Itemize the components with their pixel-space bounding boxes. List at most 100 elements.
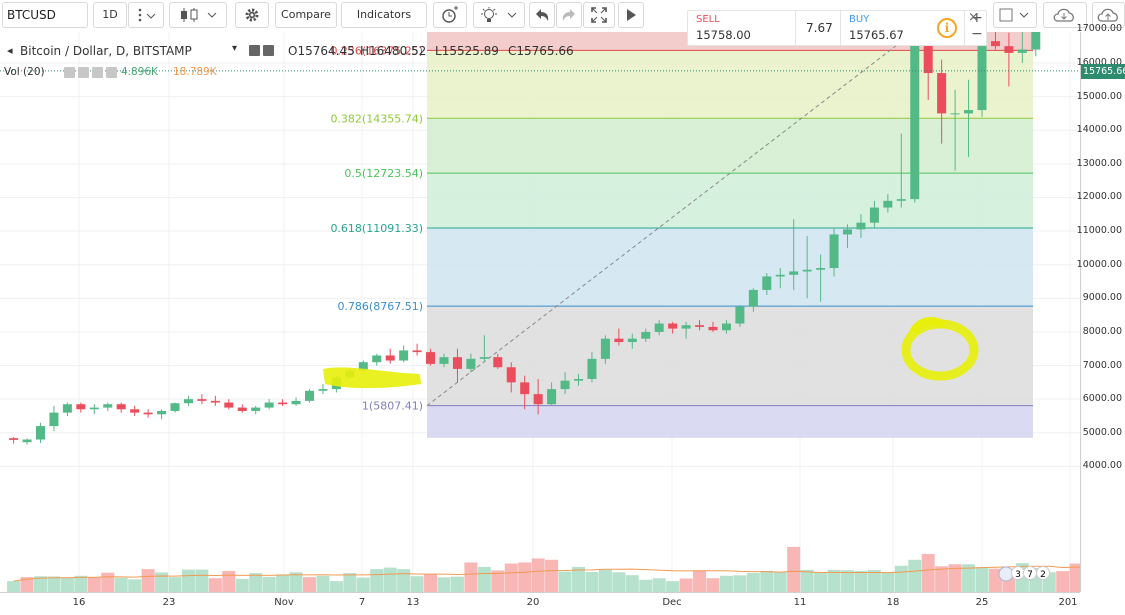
volume-bar bbox=[881, 572, 895, 592]
volume-bar bbox=[962, 564, 976, 592]
price-axis-label: 14000.00 bbox=[1076, 124, 1122, 136]
time-axis[interactable]: 16 23 Nov 7 13 20 Dec 11 18 25 201 bbox=[0, 592, 1080, 615]
volume-bar bbox=[800, 569, 814, 592]
candle-body bbox=[264, 402, 274, 408]
interval-menu-button[interactable] bbox=[128, 2, 164, 28]
time-axis-label: 11 bbox=[793, 597, 807, 608]
fib-level-label: 0.382(14355.74) bbox=[330, 112, 423, 125]
candle-body bbox=[452, 357, 462, 369]
candle-body bbox=[62, 404, 72, 413]
trade-zoom-controls: + − bbox=[964, 10, 986, 45]
replay-button[interactable] bbox=[618, 2, 644, 28]
volume-bar bbox=[921, 554, 935, 592]
candle-body bbox=[103, 404, 113, 408]
volume-bar bbox=[693, 570, 707, 592]
sell-label: SELL bbox=[696, 14, 720, 25]
sell-button[interactable]: SELL 15758.00 bbox=[688, 11, 796, 45]
open-value: 15764.45 bbox=[297, 44, 355, 58]
series-eye-icon[interactable] bbox=[249, 45, 260, 56]
candle-body bbox=[76, 404, 86, 410]
candle-body bbox=[600, 338, 610, 359]
fullscreen-button[interactable] bbox=[583, 2, 615, 28]
volume-bar bbox=[733, 575, 747, 592]
candle-body bbox=[493, 357, 503, 368]
volume-bar bbox=[477, 566, 491, 592]
collapse-legend-icon[interactable]: ◂ bbox=[7, 44, 13, 57]
templates-button[interactable] bbox=[473, 2, 525, 28]
volume-menu-icon[interactable] bbox=[92, 67, 103, 78]
volume-bar bbox=[343, 573, 357, 592]
events-markers[interactable]: 3 7 2 bbox=[998, 566, 1050, 582]
volume-bar bbox=[464, 562, 478, 592]
volume-bar bbox=[908, 559, 922, 592]
volume-bar bbox=[450, 576, 464, 592]
volume-bar bbox=[356, 577, 370, 592]
volume-bar bbox=[867, 570, 881, 592]
volume-bar bbox=[424, 574, 438, 592]
interval-button[interactable]: 1D bbox=[93, 2, 127, 28]
volume-study-title[interactable]: Vol (20) bbox=[4, 66, 45, 78]
buy-button[interactable]: BUY 15765.67 bbox=[840, 11, 930, 45]
candle-body bbox=[977, 41, 987, 111]
volume-bar bbox=[7, 581, 21, 592]
layout-square-icon bbox=[999, 8, 1029, 22]
load-chart-button[interactable] bbox=[1043, 2, 1087, 28]
redo-button[interactable] bbox=[556, 2, 582, 28]
volume-eye-icon[interactable] bbox=[64, 67, 75, 78]
alert-button[interactable] bbox=[433, 2, 467, 28]
layout-button[interactable] bbox=[993, 2, 1037, 28]
volume-bar bbox=[222, 570, 236, 592]
settings-button[interactable] bbox=[235, 2, 269, 28]
buy-label: BUY bbox=[849, 14, 870, 25]
volume-remove-icon[interactable] bbox=[106, 67, 117, 78]
volume-bar bbox=[74, 575, 88, 592]
candle-body bbox=[479, 357, 489, 359]
close-trade-panel-icon[interactable]: × bbox=[968, 10, 979, 25]
volume-settings-icon[interactable] bbox=[78, 67, 89, 78]
highlight-marker-swash bbox=[323, 367, 421, 389]
volume-bar bbox=[598, 569, 612, 592]
volume-bar bbox=[128, 579, 142, 592]
candle-body bbox=[695, 325, 705, 327]
time-axis-label: 20 bbox=[526, 597, 540, 608]
symbol-search-input[interactable] bbox=[2, 2, 88, 28]
candle-body bbox=[883, 200, 893, 208]
price-chart[interactable]: 0(19639.67)0.236(16375.25)0.382(14355.74… bbox=[0, 32, 1080, 592]
candle-body bbox=[9, 438, 19, 440]
candle-body bbox=[372, 355, 382, 363]
series-settings-icon[interactable] bbox=[263, 45, 274, 56]
fullscreen-icon bbox=[591, 7, 607, 23]
series-title[interactable]: Bitcoin / Dollar, D, BITSTAMP bbox=[20, 44, 192, 58]
flag-icon[interactable] bbox=[998, 566, 1014, 582]
candle-body bbox=[251, 407, 261, 411]
compare-button[interactable]: Compare bbox=[275, 2, 337, 28]
volume-bar bbox=[87, 576, 101, 592]
plus-icon[interactable]: + bbox=[971, 10, 983, 26]
time-axis-label: 16 bbox=[72, 597, 86, 608]
candle-body bbox=[560, 380, 570, 390]
volume-bar bbox=[814, 572, 828, 592]
volume-bar bbox=[34, 576, 47, 592]
candle-body bbox=[157, 410, 167, 415]
candle-body bbox=[466, 358, 476, 369]
price-axis-label: 16000.00 bbox=[1076, 56, 1122, 68]
undo-button[interactable] bbox=[529, 2, 555, 28]
fib-zone-0.618 bbox=[427, 228, 1033, 307]
chart-style-button[interactable] bbox=[169, 2, 227, 28]
volume-bar bbox=[410, 576, 424, 592]
price-axis[interactable]: 20000.0019000.0018000.0017000.0016000.00… bbox=[1076, 0, 1125, 592]
event-marker-2[interactable] bbox=[1036, 566, 1050, 580]
indicators-button[interactable]: Indicators bbox=[341, 2, 427, 28]
candle-body bbox=[291, 400, 301, 405]
candle-body bbox=[735, 306, 745, 324]
series-menu-icon[interactable]: ▾ bbox=[232, 43, 238, 54]
save-chart-button[interactable] bbox=[1092, 2, 1125, 28]
info-button[interactable]: i bbox=[932, 11, 962, 45]
candle-body bbox=[950, 113, 960, 115]
spread-value: 7.67 bbox=[806, 21, 833, 35]
candle-body bbox=[412, 350, 422, 353]
fibonacci-trend-line[interactable] bbox=[426, 32, 1033, 407]
volume-bar bbox=[20, 577, 34, 592]
chart-legend: ◂ Bitcoin / Dollar, D, BITSTAMP ▾ O15764… bbox=[0, 42, 700, 82]
minus-icon[interactable]: − bbox=[971, 26, 983, 42]
